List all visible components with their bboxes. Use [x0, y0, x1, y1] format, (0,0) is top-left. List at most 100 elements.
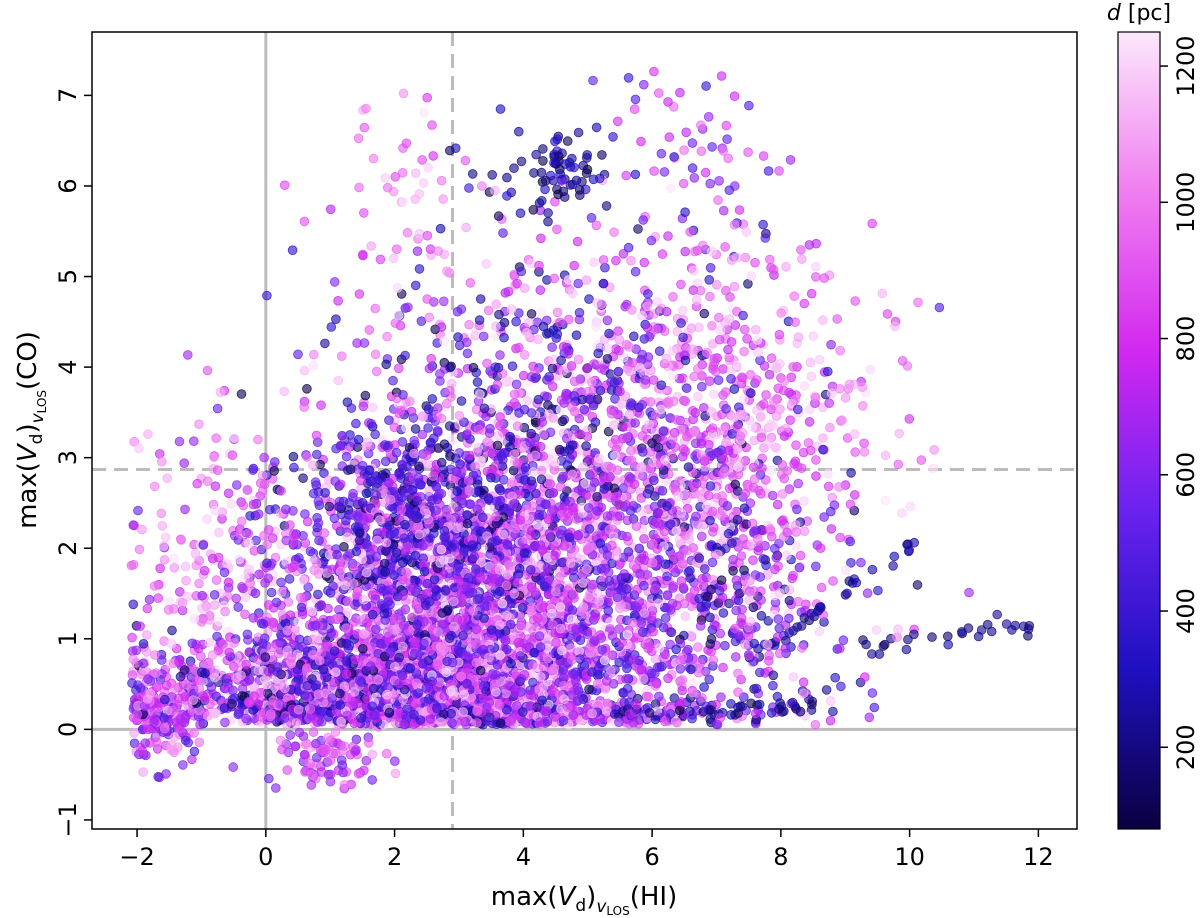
data-point [696, 146, 707, 157]
data-point [190, 548, 201, 559]
data-point [187, 754, 197, 765]
data-point [330, 727, 341, 737]
data-point [149, 581, 160, 591]
data-point [382, 331, 392, 342]
data-point [729, 91, 740, 101]
data-point [255, 478, 266, 489]
data-point [639, 555, 650, 565]
data-point [763, 166, 774, 176]
data-point [623, 242, 634, 253]
data-point [865, 364, 876, 375]
data-point [202, 476, 213, 487]
data-point [314, 535, 324, 546]
data-point [672, 326, 683, 337]
data-point [602, 343, 613, 353]
data-point [849, 490, 860, 500]
data-point [740, 252, 751, 263]
data-point [581, 441, 591, 451]
data-point [788, 362, 798, 372]
data-point [905, 501, 916, 512]
data-point [232, 480, 242, 490]
data-point [633, 224, 643, 234]
data-point [211, 575, 222, 585]
data-point [787, 573, 797, 584]
data-point [169, 604, 179, 614]
data-point [400, 604, 411, 615]
data-point [262, 539, 273, 550]
data-point [705, 291, 715, 302]
data-point [269, 457, 280, 467]
data-point [628, 331, 639, 342]
data-point [212, 465, 223, 476]
data-point [628, 560, 639, 570]
data-point [428, 151, 439, 161]
data-point [538, 429, 549, 440]
data-point [897, 508, 907, 518]
data-point [688, 265, 699, 276]
data-point [557, 416, 568, 427]
data-point [514, 408, 524, 418]
data-point [606, 463, 617, 473]
data-point [721, 403, 731, 414]
data-point [929, 444, 939, 455]
data-point [867, 218, 877, 229]
data-point [814, 354, 825, 365]
data-point [618, 422, 628, 432]
data-point [678, 178, 689, 189]
data-point [326, 322, 337, 332]
data-point [288, 451, 299, 462]
data-point [293, 349, 303, 360]
data-point [704, 274, 714, 285]
data-point [636, 506, 647, 517]
data-point [233, 602, 244, 612]
data-point [772, 499, 783, 510]
data-point [138, 767, 149, 777]
data-point [220, 606, 230, 617]
data-point [552, 307, 563, 318]
data-point [739, 346, 749, 357]
data-point [534, 260, 544, 271]
data-point [1023, 630, 1033, 641]
data-point [481, 258, 492, 269]
data-point [313, 496, 324, 507]
data-point [403, 302, 413, 313]
data-point [788, 672, 799, 682]
data-point [785, 155, 796, 165]
data-point [699, 564, 710, 574]
data-point [311, 430, 322, 441]
data-point [156, 508, 167, 519]
data-point [549, 540, 559, 550]
data-point [665, 183, 676, 194]
data-point [538, 144, 548, 154]
data-point [841, 565, 851, 575]
data-point [750, 257, 760, 268]
data-point [710, 498, 720, 509]
data-point [621, 674, 631, 684]
data-point [834, 643, 845, 654]
data-point [697, 693, 707, 703]
data-point [388, 375, 398, 386]
data-point [498, 474, 509, 485]
data-point [795, 550, 806, 561]
data-point [874, 649, 885, 659]
data-point [693, 642, 703, 652]
data-point [630, 169, 641, 180]
data-point [637, 310, 647, 321]
data-point [367, 402, 378, 413]
data-point [370, 303, 381, 314]
data-point [354, 182, 364, 193]
data-point [680, 207, 690, 218]
data-point [555, 481, 566, 492]
data-point [134, 544, 145, 555]
data-point [308, 360, 319, 371]
data-point [729, 281, 740, 292]
data-point [722, 134, 732, 145]
data-point [237, 581, 247, 592]
data-point [760, 233, 771, 243]
data-point [739, 324, 750, 335]
data-point [664, 132, 675, 142]
data-point [379, 558, 390, 569]
data-point [231, 593, 242, 604]
data-point [259, 452, 270, 463]
